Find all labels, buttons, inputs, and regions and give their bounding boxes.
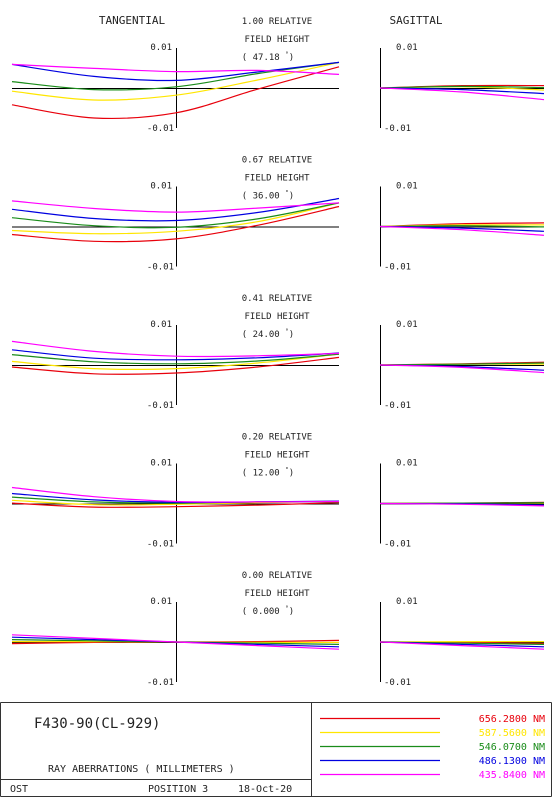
field-relative-label: 0.20 RELATIVE xyxy=(242,433,312,443)
sagittal-curve xyxy=(379,364,545,374)
tangential-tick-bottom: -0.01 xyxy=(147,124,174,134)
tangential-curve xyxy=(11,197,340,222)
field-relative-label: 0.67 RELATIVE xyxy=(242,156,312,166)
legend-label: 656.2800 NM xyxy=(479,714,545,725)
field-panel: 0.01 -0.01 0.01 -0.01 0.41 RELATIVE FIELD HEI… xyxy=(11,294,545,411)
footer-date: 18-Oct-20 xyxy=(238,784,292,795)
field-panel: 0.01 -0.01 0.01 -0.01 0.00 RELATIVE FIELD HEI… xyxy=(11,571,545,688)
tangential-curve xyxy=(11,353,340,370)
tangential-curve xyxy=(11,61,340,91)
tangential-tick-top: 0.01 xyxy=(150,320,172,330)
tangential-curve xyxy=(11,66,340,120)
sagittal-tick-bottom: -0.01 xyxy=(384,540,411,550)
tangential-curve xyxy=(11,486,340,503)
field-angle-label: ( 47.18 °) xyxy=(242,51,294,63)
tangential-curve xyxy=(11,349,340,361)
tangential-tick-bottom: -0.01 xyxy=(147,540,174,550)
lens-name: F430-90(CL-929) xyxy=(34,716,160,732)
tangential-curve xyxy=(11,502,340,508)
tangential-curve xyxy=(11,61,340,101)
sagittal-curve xyxy=(379,87,545,101)
tangential-curve xyxy=(11,356,340,375)
tangential-tick-bottom: -0.01 xyxy=(147,401,174,411)
tangential-curve xyxy=(11,63,340,75)
field-relative-label: 1.00 RELATIVE xyxy=(242,17,312,27)
tangential-tick-top: 0.01 xyxy=(150,459,172,469)
tangential-curve xyxy=(11,634,340,650)
field-relative-label: 0.41 RELATIVE xyxy=(242,294,312,304)
field-relative-label: 0.00 RELATIVE xyxy=(242,571,312,581)
field-height-label: FIELD HEIGHT xyxy=(244,174,310,184)
sagittal-tick-top: 0.01 xyxy=(396,320,418,330)
field-angle-label: ( 36.00 °) xyxy=(242,190,294,202)
sagittal-curve xyxy=(379,502,545,507)
sagittal-header: SAGITTAL xyxy=(390,14,443,27)
tangential-curve xyxy=(11,340,340,358)
field-angle-label: ( 24.00 °) xyxy=(242,328,294,340)
field-height-label: FIELD HEIGHT xyxy=(244,312,310,322)
sagittal-curve xyxy=(379,641,545,650)
tangential-curve xyxy=(11,61,340,82)
sagittal-tick-bottom: -0.01 xyxy=(384,263,411,273)
tangential-tick-top: 0.01 xyxy=(150,182,172,192)
tangential-curve xyxy=(11,202,340,229)
legend-label: 546.0700 NM xyxy=(479,742,545,753)
field-panel: 0.01 -0.01 0.01 -0.01 1.00 RELATIVE FIELD HEI… xyxy=(11,17,545,134)
footer-ost: OST xyxy=(10,784,28,795)
tangential-curve xyxy=(11,200,340,213)
sagittal-tick-bottom: -0.01 xyxy=(384,401,411,411)
tangential-tick-top: 0.01 xyxy=(150,597,172,607)
field-height-label: FIELD HEIGHT xyxy=(244,589,310,599)
field-height-label: FIELD HEIGHT xyxy=(244,35,310,45)
aberration-panels: 0.01 -0.01 0.01 -0.01 1.00 RELATIVE FIELD HEI… xyxy=(11,17,545,688)
tangential-curve xyxy=(11,353,340,365)
legend-label: 486.1300 NM xyxy=(479,756,545,767)
field-angle-label: ( 12.00 °) xyxy=(242,467,294,479)
sagittal-curve xyxy=(379,225,545,236)
field-height-label: FIELD HEIGHT xyxy=(244,451,310,461)
field-panel: 0.01 -0.01 0.01 -0.01 0.67 RELATIVE FIELD HEI… xyxy=(11,156,545,273)
tangential-tick-bottom: -0.01 xyxy=(147,678,174,688)
sagittal-curve xyxy=(379,85,545,89)
sagittal-tick-bottom: -0.01 xyxy=(384,678,411,688)
sagittal-tick-top: 0.01 xyxy=(396,43,418,53)
footer-caption: RAY ABERRATIONS ( MILLIMETERS ) xyxy=(48,764,235,775)
sagittal-tick-top: 0.01 xyxy=(396,182,418,192)
footer-position: POSITION 3 xyxy=(148,784,208,795)
wavelength-legend: 656.2800 NM 587.5600 NM 546.0700 NM 486.130… xyxy=(320,714,545,781)
tangential-tick-top: 0.01 xyxy=(150,43,172,53)
legend-label: 435.8400 NM xyxy=(479,770,545,781)
tangential-tick-bottom: -0.01 xyxy=(147,263,174,273)
legend-label: 587.5600 NM xyxy=(479,728,545,739)
sagittal-tick-top: 0.01 xyxy=(396,459,418,469)
tangential-curve xyxy=(11,202,340,235)
tangential-curve xyxy=(11,205,340,243)
sagittal-tick-bottom: -0.01 xyxy=(384,124,411,134)
field-angle-label: ( 0.000 °) xyxy=(242,605,294,617)
tangential-header: TANGENTIAL xyxy=(99,14,166,27)
sagittal-tick-top: 0.01 xyxy=(396,597,418,607)
field-panel: 0.01 -0.01 0.01 -0.01 0.20 RELATIVE FIELD HEI… xyxy=(11,433,545,550)
